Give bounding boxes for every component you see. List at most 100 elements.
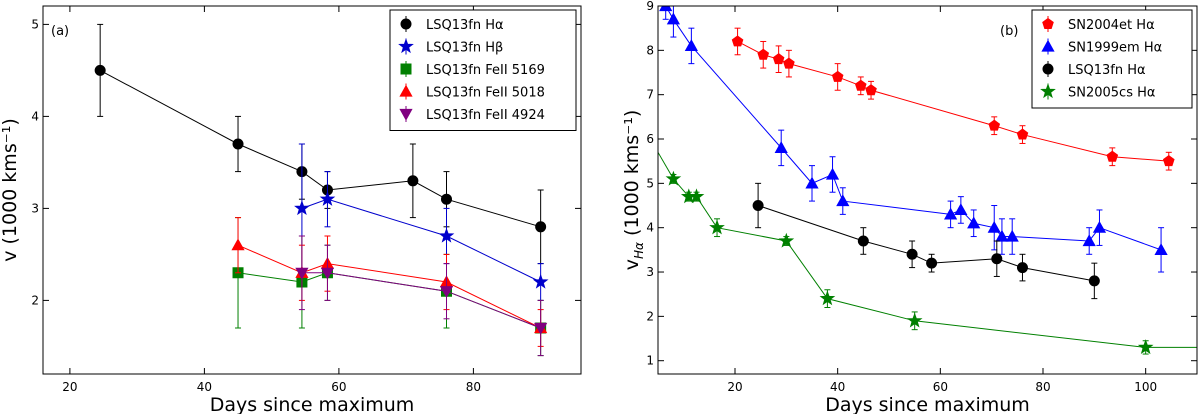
legend-marker	[399, 84, 413, 97]
x-tick-label: 40	[197, 380, 212, 394]
panel-b: 20 40 60 80 100 1 2 3 4 5 6 7 8 9 (b) Days since maximu…	[621, 0, 1198, 416]
legend-marker	[1040, 83, 1056, 99]
legend: LSQ13fn Hα LSQ13fn Hβ LSQ13fn FeII 5169 LSQ…	[389, 9, 577, 131]
legend-box	[1031, 9, 1193, 109]
data-point	[988, 119, 1001, 131]
series-line	[237, 244, 541, 329]
legend-label: LSQ13fn Hα	[1068, 63, 1146, 78]
data-point	[319, 190, 336, 206]
x-tick-label: 80	[466, 380, 481, 394]
data-point	[666, 12, 680, 25]
x-tick-label: 20	[727, 380, 742, 394]
data-point	[944, 207, 958, 220]
data-point	[1082, 234, 1096, 247]
legend-item: LSQ13fn FeII 4924	[399, 106, 545, 123]
series-line	[301, 198, 541, 283]
data-point	[231, 238, 245, 251]
legend-marker	[1041, 39, 1055, 52]
series-4	[295, 235, 548, 357]
legend-item: LSQ13fn Hα	[1042, 61, 1146, 78]
data-point	[659, 6, 673, 12]
legend-marker	[400, 18, 412, 30]
data-layer	[94, 23, 549, 357]
legend-item: LSQ13fn Hβ	[398, 38, 503, 56]
data-point	[295, 267, 309, 280]
data-point	[1162, 155, 1175, 167]
data-point	[854, 79, 867, 91]
legend-label: SN1999em Hα	[1068, 41, 1162, 56]
series-line	[673, 178, 1146, 348]
legend-label: LSQ13fn Hβ	[426, 41, 503, 56]
data-point	[709, 219, 725, 235]
data-point	[836, 194, 850, 207]
legend-item: SN2004et Hα	[1042, 16, 1155, 33]
y-tick-label: 3	[31, 201, 39, 215]
legend-item: SN1999em Hα	[1041, 38, 1162, 56]
data-point	[906, 312, 923, 328]
y-tick-label: 5	[31, 17, 39, 31]
data-point	[1016, 128, 1029, 140]
data-point	[1137, 339, 1154, 355]
series-1	[659, 6, 1168, 273]
data-point	[906, 248, 918, 260]
data-point	[954, 203, 968, 216]
data-point	[926, 257, 938, 269]
data-point	[774, 141, 788, 153]
data-point	[441, 193, 452, 205]
legend-box	[389, 9, 577, 131]
data-point	[532, 273, 549, 289]
series-line	[237, 272, 541, 329]
y-tick-label: 5	[646, 176, 654, 190]
data-point	[407, 175, 419, 187]
data-point	[752, 200, 764, 212]
y-tick-label: 7	[646, 88, 654, 102]
data-point	[439, 286, 454, 298]
data-point	[94, 64, 106, 76]
data-point	[535, 221, 547, 233]
legend-label: LSQ13fn Hα	[426, 18, 504, 33]
x-tick-label: 60	[331, 380, 346, 394]
series-2	[752, 182, 1100, 300]
y-tick-label: 4	[31, 109, 39, 123]
legend-marker	[1042, 17, 1054, 29]
data-point	[688, 188, 705, 204]
y-tick-label: 2	[646, 309, 654, 323]
plot-frame	[42, 5, 582, 375]
data-point	[731, 35, 744, 47]
plot-frame	[657, 5, 1198, 375]
legend-label: SN2004et Hα	[1068, 18, 1155, 33]
y-axis-label: vHα (1000 kms⁻¹)	[621, 110, 646, 271]
y-tick-label: 2	[31, 293, 39, 307]
legend-marker	[400, 63, 412, 75]
data-point	[967, 216, 981, 229]
x-tick-label: 80	[1035, 380, 1050, 394]
y-tick-label: 8	[646, 43, 654, 57]
data-point	[783, 57, 795, 69]
series-2	[232, 217, 547, 357]
data-point	[1016, 262, 1028, 274]
data-point	[865, 84, 877, 96]
data-point	[1088, 275, 1100, 287]
series-0	[731, 27, 1175, 171]
series-line	[757, 205, 1095, 282]
legend-item: SN2005cs Hα	[1040, 83, 1155, 101]
data-point	[665, 170, 682, 186]
series-3	[665, 170, 1154, 355]
panel-label: (a)	[51, 24, 69, 39]
legend-item: LSQ13fn FeII 5018	[399, 83, 545, 101]
legend-marker	[1042, 63, 1054, 75]
legend-label: LSQ13fn FeII 4924	[426, 108, 545, 123]
data-point	[684, 39, 698, 52]
data-point	[995, 229, 1009, 242]
data-point	[438, 227, 455, 243]
x-tick-label: 100	[1134, 380, 1157, 394]
x-tick-label: 20	[62, 380, 77, 394]
y-tick-label: 4	[646, 221, 654, 235]
series-line	[665, 6, 1162, 251]
legend-label: LSQ13fn FeII 5169	[426, 63, 545, 78]
data-point	[778, 232, 795, 248]
data-point	[1005, 229, 1019, 242]
y-tick-label: 3	[646, 265, 654, 279]
